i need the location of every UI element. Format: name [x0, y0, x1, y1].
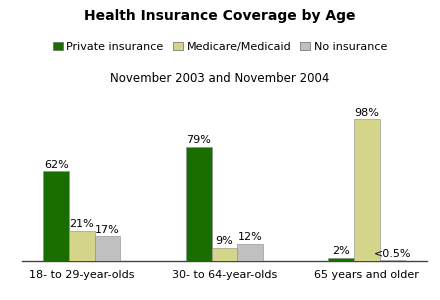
Text: 98%: 98% — [355, 108, 379, 118]
Bar — [237, 244, 263, 261]
Bar — [69, 231, 95, 261]
Bar — [380, 260, 405, 261]
Text: 2%: 2% — [332, 246, 350, 256]
Text: Health Insurance Coverage by Age: Health Insurance Coverage by Age — [84, 9, 356, 23]
Bar — [328, 258, 354, 261]
Bar — [186, 147, 212, 261]
Legend: Private insurance, Medicare/Medicaid, No insurance: Private insurance, Medicare/Medicaid, No… — [53, 42, 387, 52]
Bar — [354, 119, 380, 261]
Text: 17%: 17% — [95, 225, 120, 235]
Bar — [212, 248, 237, 261]
Text: <0.5%: <0.5% — [374, 249, 411, 259]
Text: 62%: 62% — [44, 160, 69, 170]
Text: 9%: 9% — [216, 236, 233, 246]
Text: November 2003 and November 2004: November 2003 and November 2004 — [110, 72, 330, 85]
Text: 21%: 21% — [70, 219, 94, 229]
Bar — [95, 236, 121, 261]
Text: 12%: 12% — [238, 232, 262, 242]
Text: 79%: 79% — [186, 135, 211, 145]
Bar — [44, 171, 69, 261]
